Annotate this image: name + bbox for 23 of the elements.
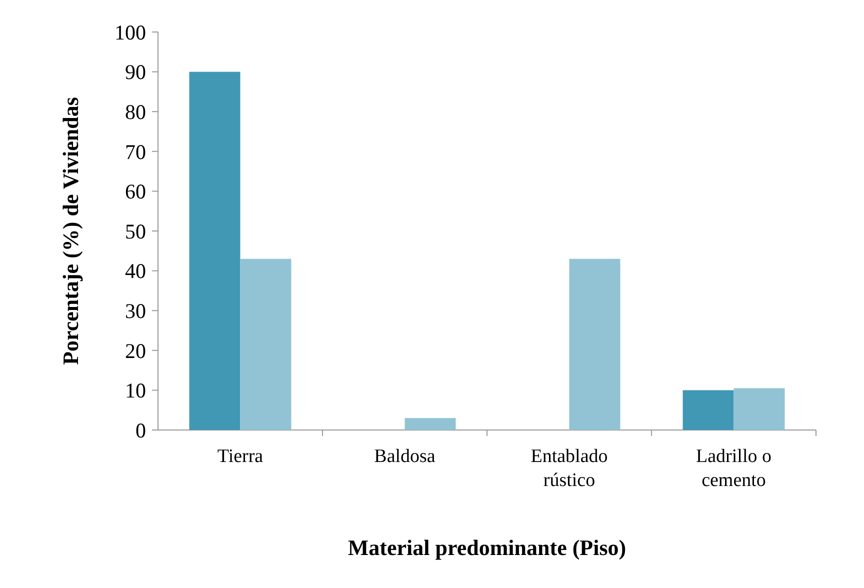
y-tick-label: 100	[114, 20, 146, 44]
y-tick-label: 90	[125, 60, 146, 84]
y-tick-label: 20	[125, 338, 146, 363]
y-tick-label: 10	[125, 378, 146, 403]
y-tick-label: 50	[125, 219, 146, 244]
x-tick-label: Entablado rústico	[530, 446, 608, 491]
y-tick-label: 70	[125, 140, 146, 164]
x-axis-title: Material predominante (Piso)	[348, 535, 626, 560]
x-tick-label: Baldosa	[374, 446, 436, 467]
y-tick-label: 40	[125, 259, 146, 284]
y-tick-label: 30	[125, 298, 146, 323]
y-axis-title: Porcentaje (%) de Viviendas	[58, 96, 83, 365]
y-tick-label: 0	[136, 418, 146, 442]
bar	[404, 418, 456, 430]
x-tick-label: Ladrillo o cemento	[696, 446, 772, 491]
y-tick-label: 80	[125, 100, 146, 124]
bar	[734, 388, 785, 430]
y-tick-label: 60	[125, 180, 146, 204]
bar	[569, 258, 620, 430]
x-tick-label: Tierra	[217, 446, 264, 467]
bar	[240, 258, 292, 430]
bar	[189, 72, 240, 430]
bar	[682, 390, 734, 430]
